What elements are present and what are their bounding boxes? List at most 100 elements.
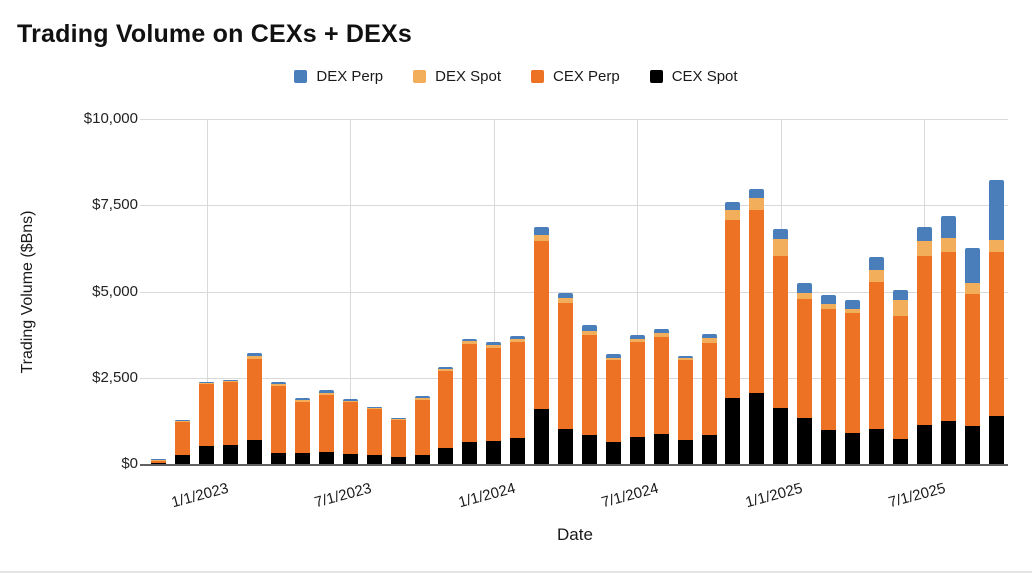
bar-4/1/2024[interactable] — [558, 292, 574, 464]
bar-segment-cex-spot[interactable] — [964, 425, 980, 464]
bar-segment-cex-perp[interactable] — [486, 348, 502, 441]
bar-segment-cex-spot[interactable] — [462, 441, 478, 464]
bar-segment-dex-perp[interactable] — [964, 247, 980, 283]
bar-segment-dex-perp[interactable] — [175, 420, 191, 422]
bar-segment-cex-perp[interactable] — [653, 337, 669, 435]
bar-segment-dex-perp[interactable] — [701, 333, 717, 338]
bar-10/1/2024[interactable] — [701, 333, 717, 464]
bar-segment-cex-spot[interactable] — [821, 430, 837, 464]
bar-segment-dex-perp[interactable] — [151, 458, 167, 460]
bar-6/1/2025[interactable] — [892, 290, 908, 464]
bar-segment-cex-perp[interactable] — [294, 401, 310, 454]
bar-segment-dex-perp[interactable] — [677, 356, 693, 359]
bar-segment-dex-spot[interactable] — [175, 421, 191, 423]
bar-segment-dex-perp[interactable] — [414, 396, 430, 398]
bar-segment-dex-spot[interactable] — [462, 341, 478, 345]
bar-segment-cex-perp[interactable] — [701, 342, 717, 436]
bar-segment-cex-spot[interactable] — [916, 425, 932, 464]
bar-3/1/2023[interactable] — [247, 352, 263, 464]
bar-segment-dex-perp[interactable] — [797, 282, 813, 293]
bar-segment-dex-spot[interactable] — [558, 297, 574, 303]
bar-segment-dex-spot[interactable] — [366, 408, 382, 410]
bar-5/1/2023[interactable] — [294, 397, 310, 464]
bar-segment-dex-spot[interactable] — [845, 309, 861, 314]
bar-segment-cex-spot[interactable] — [438, 447, 454, 464]
bar-segment-dex-perp[interactable] — [534, 226, 550, 235]
bar-segment-cex-perp[interactable] — [342, 402, 358, 454]
bar-11/1/2022[interactable] — [151, 458, 167, 464]
bar-segment-cex-perp[interactable] — [175, 422, 191, 455]
bar-segment-cex-perp[interactable] — [366, 409, 382, 456]
bar-segment-cex-perp[interactable] — [940, 252, 956, 421]
bar-segment-dex-spot[interactable] — [414, 397, 430, 400]
bar-segment-cex-spot[interactable] — [342, 453, 358, 464]
bar-segment-cex-spot[interactable] — [892, 439, 908, 464]
bar-segment-dex-perp[interactable] — [223, 379, 239, 381]
bar-segment-cex-perp[interactable] — [797, 299, 813, 418]
bar-segment-cex-spot[interactable] — [247, 440, 263, 464]
bar-segment-dex-spot[interactable] — [701, 337, 717, 343]
bar-segment-dex-spot[interactable] — [629, 339, 645, 343]
bar-segment-cex-perp[interactable] — [581, 335, 597, 436]
bar-segment-dex-spot[interactable] — [199, 383, 215, 385]
bar-segment-cex-spot[interactable] — [773, 407, 789, 464]
bar-3/1/2024[interactable] — [534, 226, 550, 464]
bar-segment-cex-spot[interactable] — [749, 392, 765, 464]
bar-segment-dex-spot[interactable] — [247, 355, 263, 360]
bar-segment-cex-spot[interactable] — [581, 435, 597, 464]
bar-segment-cex-spot[interactable] — [677, 440, 693, 464]
bar-segment-dex-perp[interactable] — [988, 179, 1004, 240]
bar-segment-cex-spot[interactable] — [701, 435, 717, 464]
bar-segment-cex-spot[interactable] — [629, 436, 645, 464]
bar-segment-cex-spot[interactable] — [175, 454, 191, 464]
bar-segment-dex-perp[interactable] — [342, 398, 358, 401]
bar-1/1/2023[interactable] — [199, 382, 215, 464]
bar-8/1/2025[interactable] — [940, 215, 956, 464]
bar-segment-cex-perp[interactable] — [773, 255, 789, 408]
bar-segment-dex-perp[interactable] — [581, 325, 597, 332]
bar-segment-cex-perp[interactable] — [605, 360, 621, 442]
bar-segment-dex-perp[interactable] — [868, 256, 884, 270]
bar-segment-dex-spot[interactable] — [821, 304, 837, 310]
bar-segment-cex-spot[interactable] — [223, 444, 239, 464]
bar-segment-dex-spot[interactable] — [581, 331, 597, 336]
bar-segment-dex-perp[interactable] — [510, 336, 526, 340]
bar-segment-dex-perp[interactable] — [558, 292, 574, 298]
bar-7/1/2024[interactable] — [629, 335, 645, 464]
bar-6/1/2023[interactable] — [318, 390, 334, 464]
bar-segment-cex-spot[interactable] — [318, 451, 334, 464]
bar-segment-cex-perp[interactable] — [414, 399, 430, 456]
legend-item-dex-perp[interactable]: DEX Perp — [294, 68, 383, 85]
bar-segment-cex-perp[interactable] — [510, 342, 526, 439]
bar-segment-cex-spot[interactable] — [797, 417, 813, 464]
bar-segment-cex-perp[interactable] — [223, 382, 239, 445]
bar-segment-dex-perp[interactable] — [605, 354, 621, 359]
bar-segment-cex-perp[interactable] — [892, 316, 908, 440]
bar-segment-dex-perp[interactable] — [845, 300, 861, 310]
bar-segment-dex-spot[interactable] — [510, 339, 526, 343]
bar-segment-cex-spot[interactable] — [605, 441, 621, 464]
bar-segment-dex-perp[interactable] — [294, 397, 310, 400]
bar-segment-cex-spot[interactable] — [940, 420, 956, 464]
bar-segment-cex-spot[interactable] — [486, 440, 502, 464]
bar-segment-dex-perp[interactable] — [462, 338, 478, 342]
bar-2/1/2025[interactable] — [797, 282, 813, 464]
bar-7/1/2025[interactable] — [916, 226, 932, 464]
bar-segment-cex-perp[interactable] — [725, 219, 741, 398]
bar-2/1/2023[interactable] — [223, 379, 239, 464]
bar-segment-dex-perp[interactable] — [940, 215, 956, 238]
bar-1/1/2024[interactable] — [486, 342, 502, 464]
bar-7/1/2023[interactable] — [342, 398, 358, 464]
bar-segment-cex-spot[interactable] — [534, 409, 550, 464]
bar-segment-cex-spot[interactable] — [725, 397, 741, 464]
bar-segment-cex-spot[interactable] — [988, 416, 1004, 464]
bar-segment-dex-perp[interactable] — [725, 201, 741, 211]
bar-6/1/2024[interactable] — [605, 354, 621, 464]
bar-11/1/2024[interactable] — [725, 201, 741, 464]
bar-segment-dex-spot[interactable] — [223, 380, 239, 383]
bar-segment-dex-perp[interactable] — [892, 290, 908, 301]
bar-segment-dex-spot[interactable] — [988, 239, 1004, 253]
bar-segment-dex-spot[interactable] — [605, 358, 621, 361]
bar-segment-dex-spot[interactable] — [151, 459, 167, 461]
bar-segment-cex-perp[interactable] — [821, 309, 837, 431]
